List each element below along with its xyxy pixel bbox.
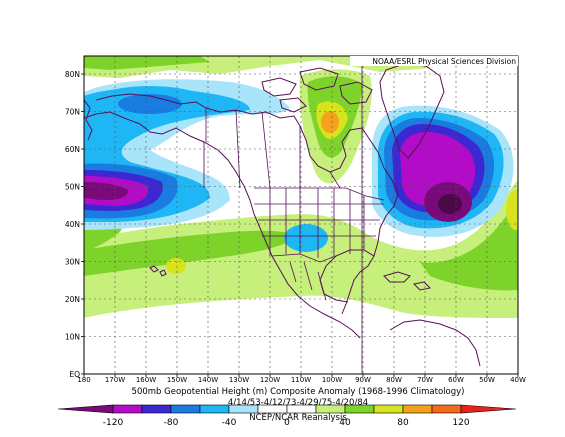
- coastline-asia-east: [84, 99, 93, 141]
- coastline-south-america: [389, 319, 481, 367]
- colorbar-segment: [373, 404, 404, 414]
- coastline-caribbean: [383, 271, 432, 291]
- longitude-label: 170W: [105, 376, 125, 384]
- colorbar-label: 120: [452, 418, 469, 428]
- longitude-label: 60W: [448, 376, 464, 384]
- coastlines: [84, 63, 481, 367]
- latitude-label: 50N: [65, 183, 80, 192]
- longitude-label: 100W: [322, 376, 342, 384]
- axis-ticks: [81, 73, 519, 377]
- negative-alaska-inner: [118, 94, 182, 114]
- colorbar-segment: [228, 404, 259, 414]
- latitude-label: 40N: [65, 220, 80, 229]
- longitude-label: 160W: [136, 376, 156, 384]
- colorbar-segment: [286, 404, 317, 414]
- border-canada-us: [254, 187, 385, 201]
- colorbar-label: -40: [222, 418, 237, 428]
- border-us-mexico: [271, 253, 337, 263]
- longitude-label: 150W: [167, 376, 187, 384]
- coastline-hawaii: [149, 265, 167, 277]
- positive-greenland-core: [321, 111, 339, 133]
- longitude-label: 90W: [355, 376, 371, 384]
- colorbar-label: 80: [397, 418, 409, 428]
- colorbar-segment: [460, 404, 517, 414]
- colorbar-segment: [257, 404, 288, 414]
- colorbar: [57, 404, 517, 414]
- colorbar-segment: [112, 404, 143, 414]
- latitude-labels: 80N 70N 60N 50N 40N 30N 20N 10N EQ: [65, 70, 80, 379]
- colorbar-segment: [170, 404, 201, 414]
- latitude-label: 80N: [65, 70, 80, 79]
- positive-core-atlantic: [420, 196, 518, 291]
- colorbar-label: -120: [103, 418, 124, 428]
- longitude-label: 180: [77, 376, 90, 384]
- colorbar-segment: [344, 404, 375, 414]
- latitude-label: 30N: [65, 258, 80, 267]
- negative-spot-southwest: [284, 224, 328, 252]
- map-title: 500mb Geopotential Height (m) Composite …: [132, 387, 465, 397]
- longitude-labels: 180 170W 160W 150W 140W 130W 120W 110W 100W 90W 80…: [77, 376, 526, 384]
- colorbar-segment: [57, 404, 114, 414]
- longitude-label: 140W: [198, 376, 218, 384]
- map-dates: 4/14/53-4/12/73-4/29/75-4/20/84: [228, 398, 368, 408]
- longitude-label: 130W: [229, 376, 249, 384]
- longitude-label: 70W: [417, 376, 433, 384]
- colorbar-segment: [315, 404, 346, 414]
- coastline-gulf-of-mexico: [319, 249, 375, 303]
- longitude-label: 80W: [386, 376, 402, 384]
- longitude-label: 110W: [291, 376, 311, 384]
- colorbar-label: 40: [339, 418, 351, 428]
- border-us-states: [254, 188, 384, 258]
- colorbar-segment: [431, 404, 462, 414]
- colorbar-segment: [199, 404, 230, 414]
- border-canada-provinces: [203, 109, 341, 189]
- latitude-label: 20N: [65, 295, 80, 304]
- coastline-arctic-islands: [261, 67, 373, 113]
- coastline-hudson-bay: [299, 125, 363, 173]
- coastline-greenland: [379, 63, 445, 159]
- latitude-label: 70N: [65, 108, 80, 117]
- source-text: NCEP/NCAR Reanalysis: [249, 413, 347, 423]
- colorbar-label: -80: [164, 418, 179, 428]
- credit-text: NOAA/ESRL Physical Sciences Division: [372, 57, 516, 66]
- colorbar-label: 0: [284, 418, 290, 428]
- credit-box: [350, 56, 518, 66]
- positive-core-north: [84, 56, 210, 70]
- colorbar-labels: -120 -80 -40 0 40 80 120: [103, 418, 470, 428]
- coastline-north-america-east: [341, 127, 399, 315]
- longitude-label: 120W: [260, 376, 280, 384]
- coastline-north-america-west: [84, 111, 361, 339]
- anomaly-shading: [84, 56, 518, 318]
- border-mexico-states: [289, 261, 327, 301]
- colorbar-segment: [141, 404, 172, 414]
- longitude-label: 40W: [510, 376, 526, 384]
- positive-spot-atlantic: [506, 190, 518, 230]
- latitude-label: 10N: [65, 333, 80, 342]
- negative-atlantic-peak: [438, 194, 462, 214]
- latitude-label: EQ: [69, 370, 80, 379]
- political-borders: [203, 56, 385, 374]
- positive-core-subtropical: [84, 230, 300, 276]
- latitude-label: 60N: [65, 145, 80, 154]
- colorbar-segment: [402, 404, 433, 414]
- longitude-label: 50W: [479, 376, 495, 384]
- grid-lines: [84, 56, 518, 374]
- positive-spot-pacific: [166, 258, 186, 274]
